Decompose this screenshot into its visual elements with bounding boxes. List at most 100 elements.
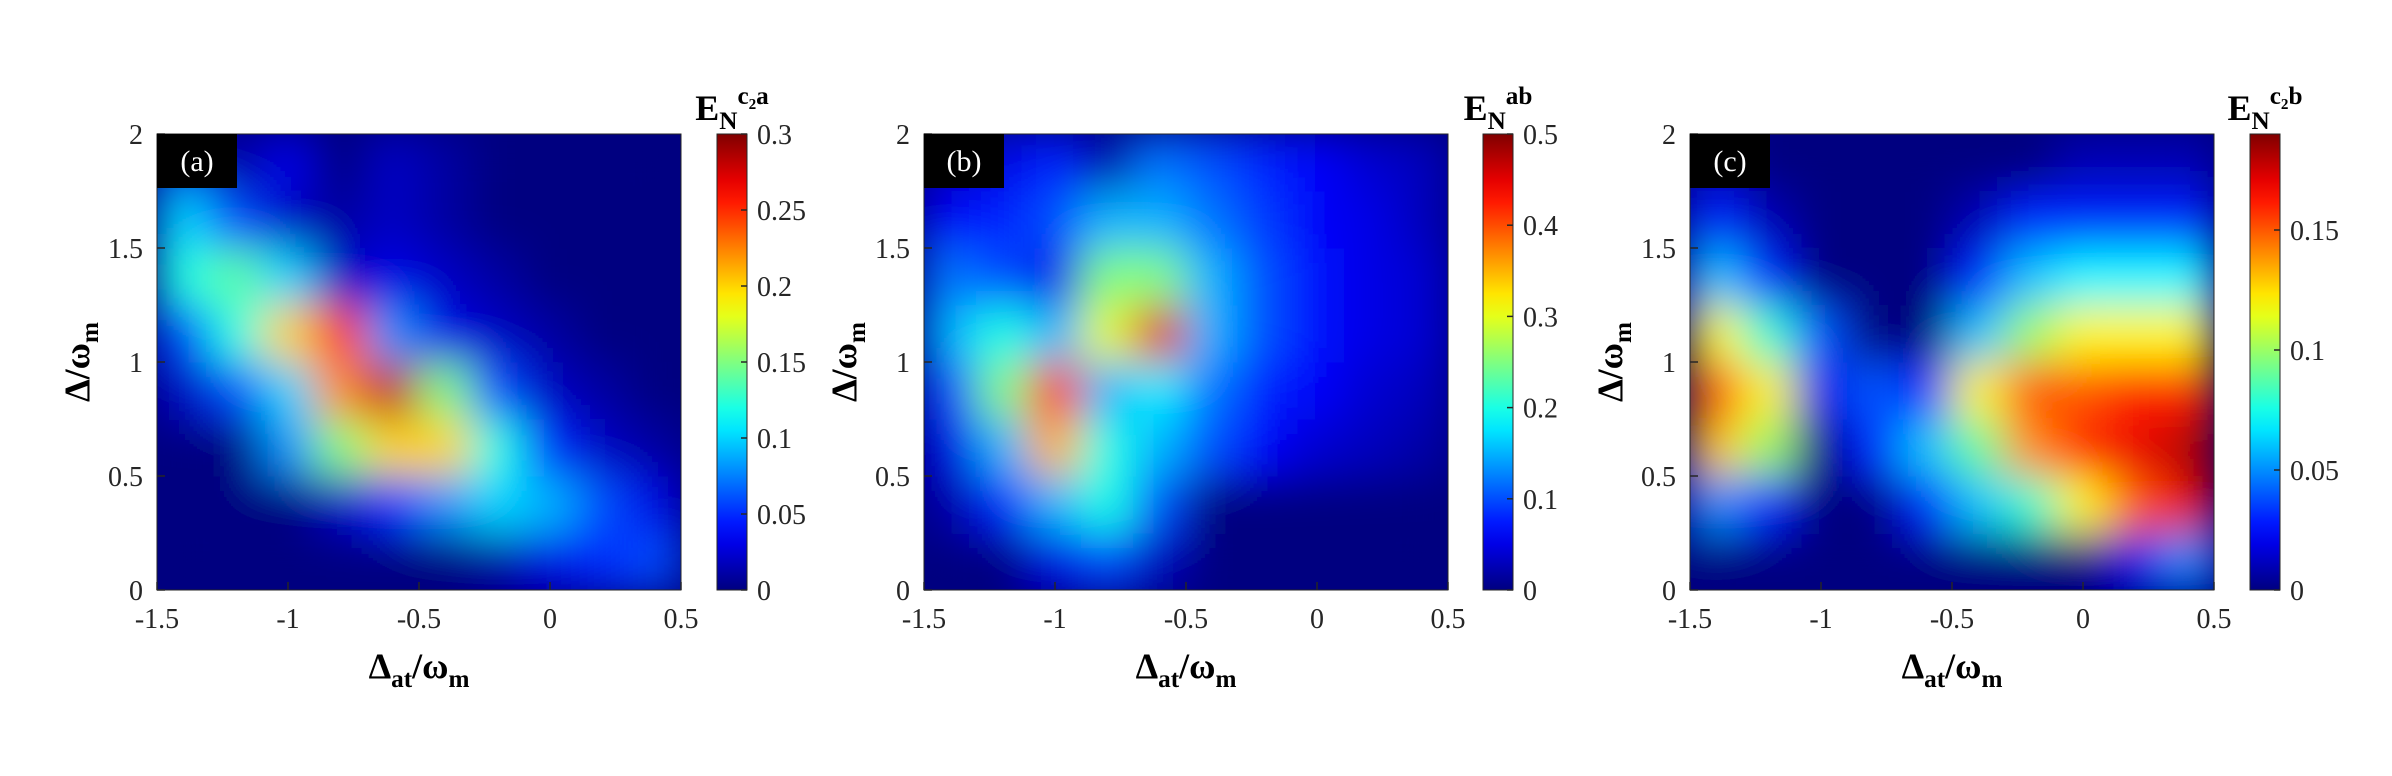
heatmap-cell	[157, 418, 210, 477]
heatmap-cell	[1951, 361, 2005, 420]
heatmap-cell	[1290, 532, 1344, 590]
x-axis-label-part: Δ	[1902, 646, 1925, 686]
heatmap-cell	[1951, 418, 2005, 477]
heatmap-cells	[924, 134, 1448, 590]
heatmap-cell	[313, 247, 368, 306]
heatmap-cell	[157, 532, 210, 590]
heatmap-cell	[418, 134, 472, 192]
y-tick-label: 0	[129, 576, 143, 607]
heatmap-cell	[575, 532, 630, 590]
x-axis-label-part: Δ	[369, 646, 392, 686]
heatmap-cell	[975, 532, 1030, 590]
x-tick-label: 0.5	[1431, 604, 1466, 635]
x-axis-label-part: at	[391, 666, 413, 693]
heatmap-cell	[1846, 532, 1901, 590]
x-tick-label: -1.5	[1668, 604, 1712, 635]
heatmap-cell	[157, 475, 210, 534]
heatmap-cell	[1899, 475, 1953, 534]
colorbar-tick-label: 0.05	[2290, 456, 2339, 487]
heatmap-cell	[1899, 304, 1953, 363]
heatmap-cell	[1899, 418, 1953, 477]
heatmap-cell	[2003, 532, 2058, 590]
heatmap-cell	[470, 304, 525, 363]
x-axis-label-part: /ω	[411, 646, 448, 686]
colorbar-label-part: c₂b	[2270, 83, 2303, 110]
heatmap	[157, 134, 681, 590]
heatmap-cell	[1342, 134, 1397, 192]
heatmap-cell	[628, 134, 681, 192]
heatmap-cell	[1028, 418, 1082, 477]
panel-label: (a)	[180, 145, 213, 178]
heatmap-cell	[1794, 532, 1848, 590]
heatmap-cell	[628, 532, 681, 590]
y-axis-label: Δ/ωm	[824, 322, 871, 402]
y-axis-label: Δ/ωm	[57, 322, 104, 402]
x-tick-label: -1.5	[135, 604, 179, 635]
heatmap-cell	[2161, 247, 2214, 306]
heatmap-cell	[628, 190, 681, 249]
heatmap-cell	[575, 361, 630, 420]
heatmap-cell	[1342, 190, 1397, 249]
panel-label: (c)	[1713, 145, 1746, 178]
heatmap-cell	[1794, 361, 1848, 420]
heatmap-cell	[628, 475, 681, 534]
heatmap-cell	[1741, 475, 1796, 534]
heatmap-cell	[628, 361, 681, 420]
colorbar-label-part: c₂a	[737, 83, 769, 110]
heatmap-cell	[1237, 418, 1292, 477]
heatmap-cell	[2108, 304, 2163, 363]
heatmap-cell	[418, 475, 472, 534]
heatmap-cell	[575, 190, 630, 249]
heatmap-cell	[523, 304, 577, 363]
y-axis-label-part: /ω	[1590, 343, 1630, 380]
colorbar-label: ENab	[1464, 83, 1533, 135]
heatmap-cell	[1185, 418, 1239, 477]
heatmap-cell	[1290, 475, 1344, 534]
heatmap-cell	[1794, 190, 1848, 249]
heatmap-cell	[208, 361, 263, 420]
heatmap-cell	[924, 247, 977, 306]
heatmap-cell	[470, 532, 525, 590]
heatmap-cell	[1028, 247, 1082, 306]
colorbar-tick-label: 0	[1523, 576, 1537, 607]
heatmap-cell	[1237, 247, 1292, 306]
colorbar-tick-label: 0.2	[757, 272, 792, 303]
x-tick-label: -1	[276, 604, 299, 635]
heatmap-cell	[1690, 247, 1743, 306]
heatmap-cell	[2056, 475, 2110, 534]
heatmap-cell	[575, 475, 630, 534]
panel-label-box	[924, 134, 1004, 188]
heatmap-cell	[470, 134, 525, 192]
x-axis-label-part: /ω	[1178, 646, 1215, 686]
y-tick-label: 0.5	[108, 462, 143, 493]
colorbar-label-part: ab	[1506, 83, 1533, 110]
heatmap-cell	[1690, 361, 1743, 420]
heatmap-cell	[366, 190, 420, 249]
heatmap	[924, 134, 1448, 590]
heatmap-cell	[1342, 532, 1397, 590]
heatmap-cell	[2056, 134, 2110, 192]
heatmap-cell	[208, 304, 263, 363]
heatmap-cell	[2003, 475, 2058, 534]
heatmap-cell	[1690, 190, 1743, 249]
colorbar-tick-label: 0.15	[2290, 216, 2339, 247]
y-tick-label: 2	[129, 120, 143, 151]
heatmap-cell	[1342, 361, 1397, 420]
heatmap-cell	[2108, 190, 2163, 249]
heatmap-cell	[2108, 247, 2163, 306]
panel-label-box	[157, 134, 237, 188]
x-tick-label: 0	[2076, 604, 2090, 635]
y-tick-label: 2	[1662, 120, 1676, 151]
heatmap-cell	[1794, 475, 1848, 534]
heatmap-cell	[1185, 304, 1239, 363]
heatmap-cell	[1395, 304, 1448, 363]
heatmap-cell	[1185, 361, 1239, 420]
x-axis-label-part: at	[1924, 666, 1946, 693]
heatmap-cell	[1741, 304, 1796, 363]
heatmap-cell	[208, 532, 263, 590]
y-tick-label: 1	[1662, 348, 1676, 379]
heatmap-cell	[470, 361, 525, 420]
x-tick-label: 0	[1310, 604, 1324, 635]
heatmap-cell	[2056, 532, 2110, 590]
heatmap-cell	[418, 532, 472, 590]
